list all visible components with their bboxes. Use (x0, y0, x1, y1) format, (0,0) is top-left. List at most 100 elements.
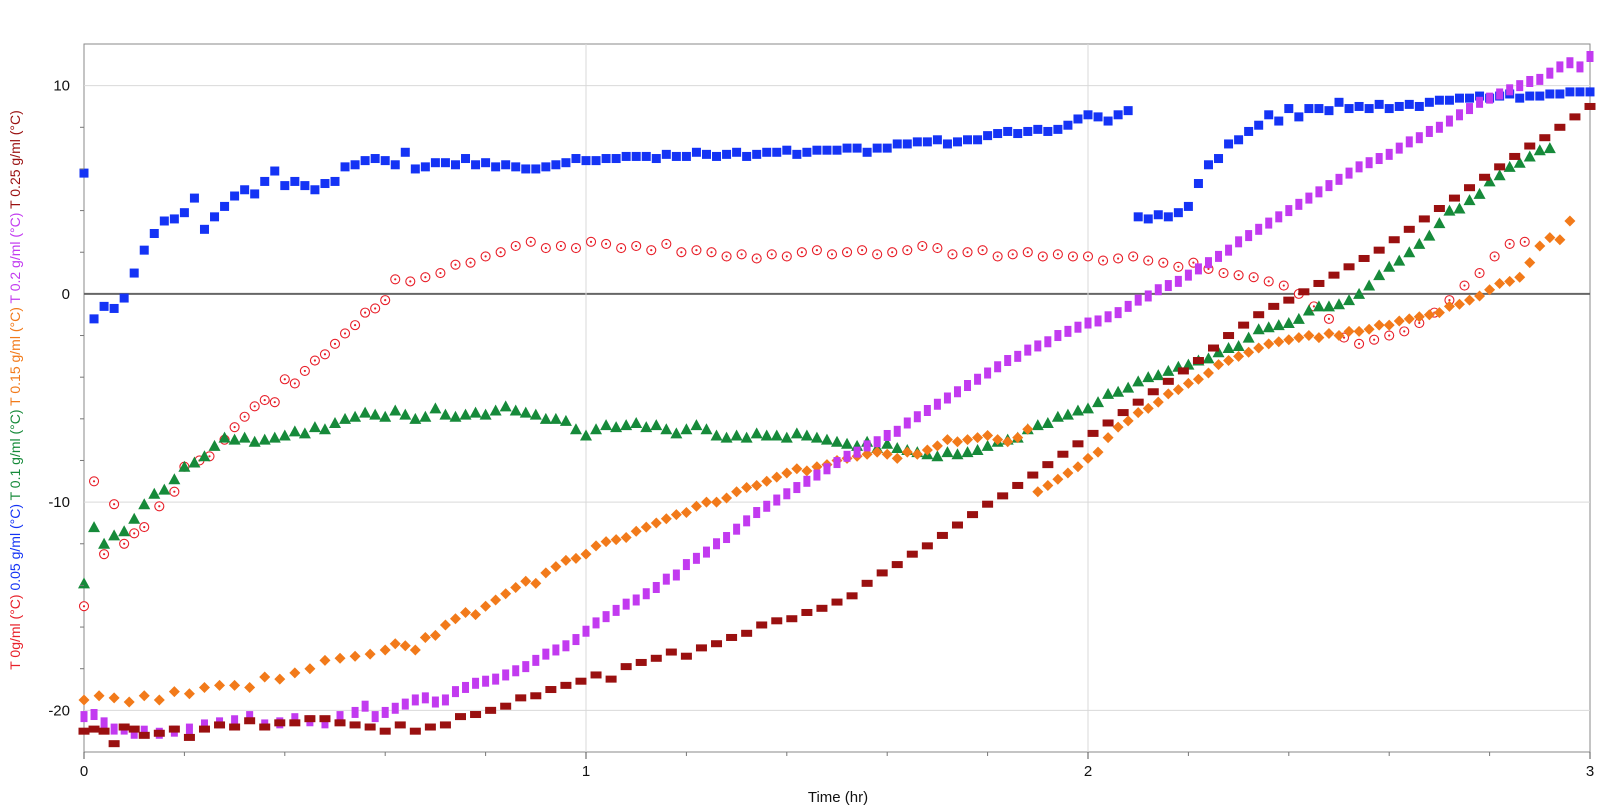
data-point-t015 (801, 465, 813, 477)
data-point-t005 (450, 160, 460, 170)
data-point-t015 (168, 686, 180, 698)
data-point-t005 (621, 151, 631, 161)
data-point-t02 (1275, 211, 1283, 223)
y-axis-title: T 0g/ml (°C) 0.05 g/ml (°C) T 0.1 g/ml (… (7, 110, 23, 670)
data-point-t005 (169, 214, 179, 224)
data-point-t025 (455, 713, 466, 721)
data-point-t01 (951, 448, 964, 460)
data-point-t01 (1082, 402, 1094, 414)
data-point-t005 (912, 137, 922, 147)
data-point-t025 (1509, 152, 1521, 160)
data-point-t025 (1192, 357, 1204, 365)
data-point-t02 (1194, 263, 1202, 275)
data-point-t025 (78, 727, 90, 735)
data-point-t015 (93, 690, 105, 702)
data-point-t005 (1033, 124, 1043, 134)
data-point-t0 (796, 247, 807, 258)
data-point-t015 (781, 467, 793, 479)
data-point-t025 (1147, 388, 1159, 396)
data-point-t01 (971, 444, 984, 456)
data-point-t0 (887, 247, 898, 258)
data-point-t01 (1513, 156, 1526, 168)
data-point-t015 (881, 448, 893, 460)
data-point-t02 (391, 702, 399, 714)
data-point-t025 (1464, 184, 1476, 192)
data-point-t015 (490, 594, 502, 606)
data-point-t01 (1051, 410, 1064, 422)
data-point-t005 (1394, 101, 1404, 111)
data-point-t025 (168, 725, 180, 733)
data-point-t025 (118, 723, 130, 731)
data-point-t015 (690, 500, 702, 512)
data-point-t005 (541, 162, 551, 172)
data-point-t01 (680, 423, 693, 435)
data-point-t015 (1293, 332, 1305, 344)
data-point-t01 (78, 577, 90, 589)
data-point-t02 (512, 665, 520, 677)
data-point-t025 (846, 592, 858, 600)
data-point-t015 (470, 609, 482, 621)
data-point-t02 (1546, 67, 1554, 79)
data-point-t005 (400, 147, 410, 157)
data-point-t005 (280, 181, 290, 191)
data-point-t025 (319, 715, 331, 723)
data-point-t005 (712, 151, 722, 161)
data-point-t005 (942, 139, 952, 149)
data-point-t0 (1248, 272, 1259, 283)
data-point-t025 (394, 721, 406, 729)
data-point-t01 (1132, 375, 1145, 387)
data-point-t005 (1103, 116, 1113, 126)
data-point-t02 (451, 686, 459, 698)
data-point-t01 (1302, 304, 1315, 316)
data-point-t015 (304, 663, 316, 675)
data-point-t0 (1052, 249, 1063, 260)
data-point-t02 (642, 588, 650, 600)
data-point-t01 (419, 410, 432, 422)
data-point-t02 (1114, 307, 1122, 319)
y-axis-title-part: T 0g/ml (°C) (7, 594, 23, 669)
data-point-t0 (1384, 330, 1395, 341)
data-point-t005 (1093, 112, 1103, 122)
data-point-t01 (519, 406, 532, 418)
data-point-t015 (214, 679, 226, 691)
data-point-t025 (1554, 123, 1566, 131)
data-point-t01 (1202, 352, 1215, 364)
data-point-t02 (1365, 157, 1373, 169)
data-point-t005 (390, 160, 400, 170)
data-point-t02 (1134, 294, 1142, 306)
data-point-t015 (334, 652, 346, 664)
data-point-t0 (329, 338, 341, 349)
data-point-t02 (1496, 88, 1504, 100)
data-point-t025 (214, 721, 226, 729)
data-point-t025 (590, 671, 602, 679)
data-point-t02 (1014, 350, 1022, 362)
data-point-t005 (631, 151, 641, 161)
data-point-t02 (692, 552, 700, 564)
data-point-t01 (1393, 254, 1406, 266)
data-point-t025 (1343, 263, 1355, 271)
data-point-t005 (410, 164, 420, 174)
data-point-t005 (1555, 89, 1565, 99)
data-point-t025 (1313, 279, 1325, 287)
data-point-t02 (336, 711, 344, 723)
data-point-t01 (740, 431, 753, 443)
data-point-t015 (711, 496, 723, 508)
data-point-t005 (430, 158, 440, 168)
data-point-t025 (1208, 344, 1219, 352)
data-point-t02 (1486, 92, 1494, 104)
data-point-t025 (891, 561, 903, 569)
y-tick-label: -20 (48, 702, 70, 719)
data-point-t005 (1234, 135, 1244, 145)
data-point-t015 (590, 540, 602, 552)
data-point-t025 (153, 729, 165, 737)
data-point-t025 (861, 579, 873, 587)
x-tick-label: 0 (80, 763, 88, 780)
data-point-t015 (741, 482, 753, 494)
data-point-t005 (872, 143, 882, 153)
data-point-t02 (1385, 148, 1393, 160)
data-point-t015 (1363, 323, 1375, 335)
data-point-t0 (1474, 268, 1485, 279)
data-point-t025 (1057, 450, 1069, 458)
data-point-t005 (1454, 93, 1464, 103)
data-point-t005 (802, 147, 812, 157)
